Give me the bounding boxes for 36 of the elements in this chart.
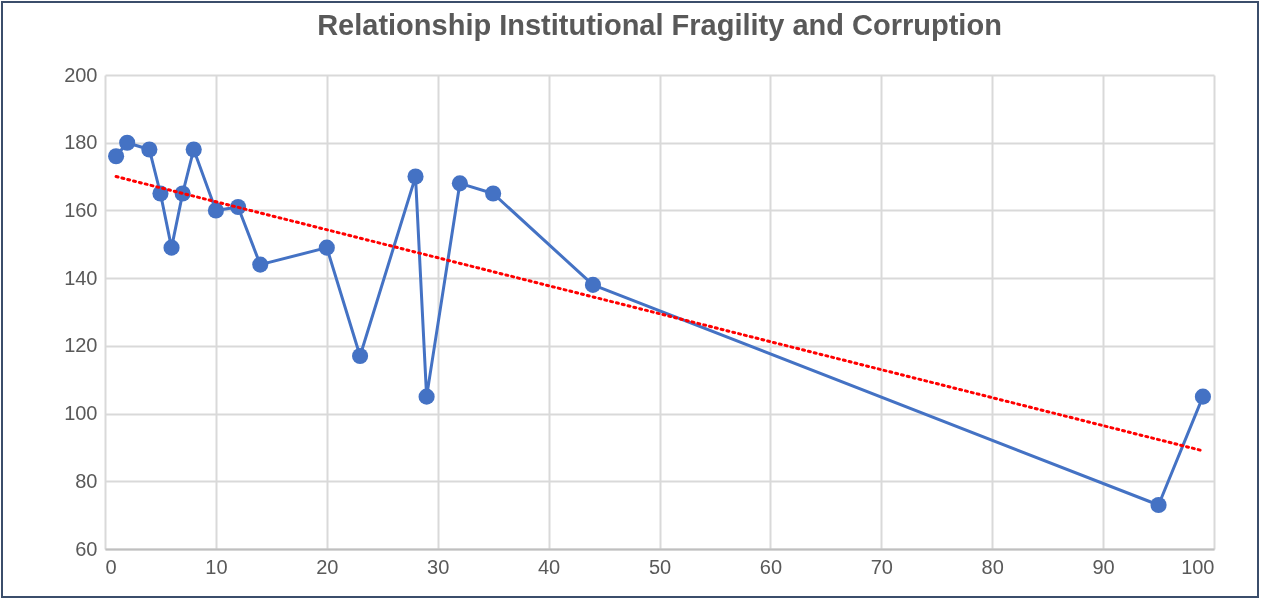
x-tick-label: 20 <box>316 555 339 578</box>
point <box>418 388 435 405</box>
y-tick-label: 100 <box>64 402 98 425</box>
y-tick-label: 60 <box>75 537 98 560</box>
point <box>584 276 602 293</box>
x-tick-label: 40 <box>537 555 561 578</box>
point <box>451 175 468 192</box>
y-tick-label: 80 <box>75 469 98 492</box>
point <box>318 239 335 256</box>
x-tick-label: 90 <box>1092 555 1115 578</box>
point <box>119 134 136 151</box>
point <box>252 256 269 273</box>
x-tick-label: 30 <box>427 555 450 578</box>
y-tick-label: 200 <box>64 63 98 86</box>
y-tick-label: 160 <box>64 198 98 221</box>
x-tick-label: 60 <box>759 555 783 578</box>
point <box>108 148 125 165</box>
point <box>185 141 202 158</box>
point <box>485 185 502 202</box>
point <box>352 347 369 365</box>
point <box>1150 496 1167 514</box>
x-tick-label: 100 <box>1181 555 1215 578</box>
point <box>407 168 424 185</box>
x-tick-label: 10 <box>205 555 228 578</box>
x-tick-label: 0 <box>105 555 117 578</box>
x-tick-label: 50 <box>648 555 672 578</box>
y-tick-label: 140 <box>64 266 98 289</box>
point <box>207 202 224 219</box>
y-tick-label: 180 <box>64 131 98 154</box>
x-tick-label: 70 <box>870 555 893 578</box>
point <box>1194 388 1211 405</box>
point <box>141 141 158 158</box>
chart-title: Relationship Institutional Fragility and Corruption <box>317 9 1002 41</box>
y-tick-label: 120 <box>64 334 98 357</box>
point <box>163 239 180 256</box>
x-tick-label: 80 <box>981 555 1004 578</box>
